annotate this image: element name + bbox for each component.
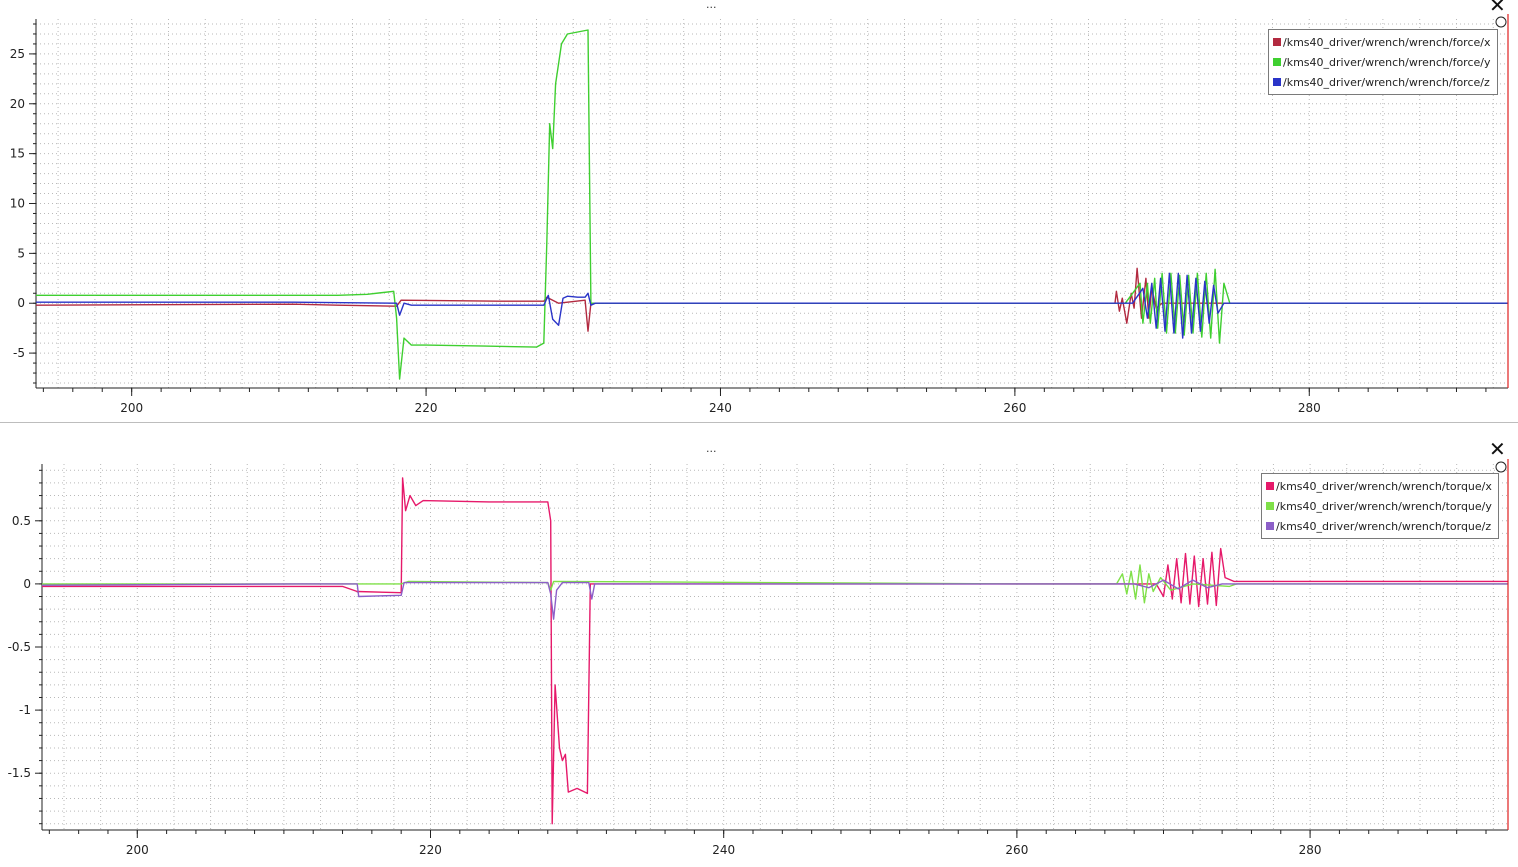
plot-menu-dots[interactable]: ... — [706, 442, 717, 455]
y-tick-label: 5 — [17, 246, 25, 260]
legend-swatch — [1273, 38, 1281, 46]
y-tick-label: 15 — [10, 147, 25, 161]
legend-swatch — [1266, 522, 1274, 530]
legend-entry[interactable]: /kms40_driver/wrench/wrench/torque/z — [1266, 516, 1492, 536]
chart-legend: /kms40_driver/wrench/wrench/torque/x/kms… — [1261, 473, 1499, 539]
legend-label: /kms40_driver/wrench/wrench/force/y — [1283, 55, 1491, 69]
bottom-plot-panel: ... ✕ 0.5 0 -0.5 -1 -1.5 200 220 240 260 280 /kms… — [0, 437, 1518, 867]
tracker-handle-icon — [1495, 461, 1507, 473]
grid — [36, 19, 1508, 388]
close-icon[interactable]: ✕ — [1489, 437, 1506, 461]
panel-divider — [0, 422, 1518, 423]
x-tick-label: 200 — [120, 401, 143, 415]
y-tick-label: 0 — [17, 296, 25, 310]
x-tick-label: 220 — [415, 401, 438, 415]
top-plot-panel: ... ✕ 25 20 15 10 5 0 -5 200 220 240 260 280 /kms40… — [0, 0, 1518, 424]
y-tick-label: 25 — [10, 47, 25, 61]
legend-label: /kms40_driver/wrench/wrench/force/x — [1283, 35, 1491, 49]
legend-label: /kms40_driver/wrench/wrench/force/z — [1283, 75, 1490, 89]
x-tick-label: 240 — [709, 401, 732, 415]
legend-swatch — [1266, 502, 1274, 510]
series-line-2 — [42, 564, 1508, 604]
legend-label: /kms40_driver/wrench/wrench/torque/y — [1276, 499, 1492, 513]
tracker-handle-icon — [1495, 16, 1507, 28]
y-tick-label: 20 — [10, 97, 25, 111]
series-line-2 — [36, 29, 1508, 380]
x-tick-label: 280 — [1298, 401, 1321, 415]
legend-entry[interactable]: /kms40_driver/wrench/wrench/force/y — [1273, 52, 1491, 72]
y-tick-label: 10 — [10, 197, 25, 211]
series-line-1 — [35, 267, 1508, 332]
x-tick-label: 260 — [1003, 401, 1026, 415]
legend-entry[interactable]: /kms40_driver/wrench/wrench/torque/x — [1266, 476, 1492, 496]
y-tick-label: -0.5 — [8, 640, 31, 654]
x-tick-label: 280 — [1299, 843, 1322, 857]
y-tick-label: 0 — [23, 577, 31, 591]
legend-swatch — [1273, 58, 1281, 66]
series-line-3 — [41, 579, 1508, 620]
x-tick-label: 220 — [419, 843, 442, 857]
legend-swatch — [1273, 78, 1281, 86]
series-line-3 — [36, 272, 1508, 339]
close-icon[interactable]: ✕ — [1489, 0, 1506, 17]
y-tick-label: -1.5 — [8, 766, 31, 780]
y-tick-label: -1 — [19, 703, 31, 717]
y-tick-label: 0.5 — [12, 514, 31, 528]
legend-label: /kms40_driver/wrench/wrench/torque/z — [1276, 519, 1492, 533]
x-tick-label: 200 — [126, 843, 149, 857]
legend-entry[interactable]: /kms40_driver/wrench/wrench/force/z — [1273, 72, 1491, 92]
legend-entry[interactable]: /kms40_driver/wrench/wrench/force/x — [1273, 32, 1491, 52]
legend-label: /kms40_driver/wrench/wrench/torque/x — [1276, 479, 1492, 493]
x-tick-label: 240 — [712, 843, 735, 857]
legend-entry[interactable]: /kms40_driver/wrench/wrench/torque/y — [1266, 496, 1492, 516]
legend-swatch — [1266, 482, 1274, 490]
y-tick-label: -5 — [13, 346, 25, 360]
series-line-1 — [42, 477, 1508, 825]
force-chart[interactable]: 25 20 15 10 5 0 -5 200 220 240 260 280 — [0, 0, 1518, 424]
plot-menu-dots[interactable]: ... — [706, 0, 717, 11]
x-tick-label: 260 — [1005, 843, 1028, 857]
chart-legend: /kms40_driver/wrench/wrench/force/x/kms4… — [1268, 29, 1498, 95]
